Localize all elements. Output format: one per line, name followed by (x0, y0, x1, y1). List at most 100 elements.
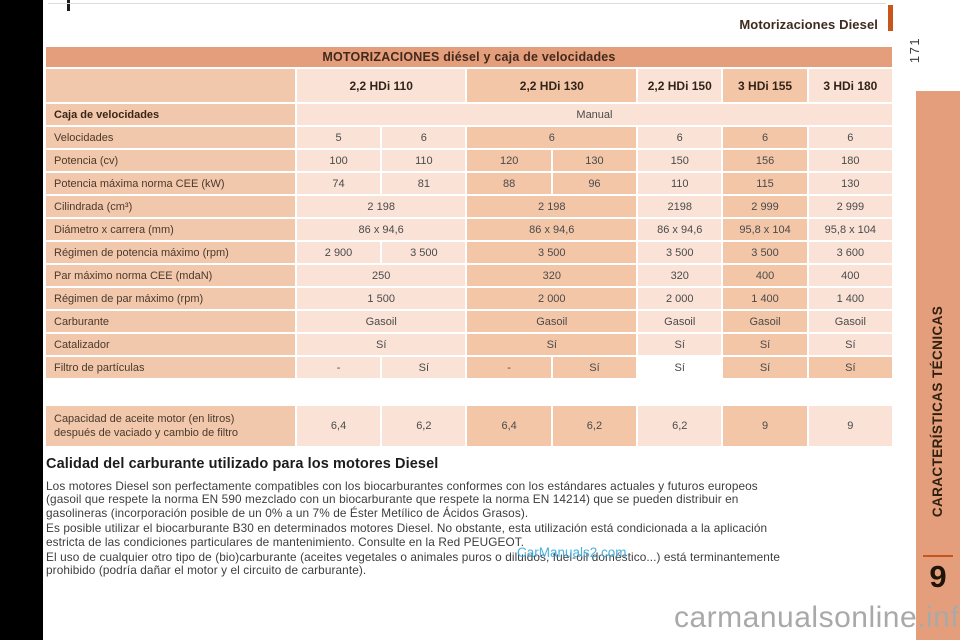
spec-cell: 5 (296, 127, 381, 148)
spec-cell: 1 400 (808, 288, 892, 309)
row-label: Carburante (46, 311, 295, 332)
spec-cell: 9 (808, 406, 892, 446)
spec-row-catalyst: Catalizador Sí Sí Sí Sí Sí (46, 334, 892, 355)
spec-cell: 2 999 (723, 196, 807, 217)
row-label: Régimen de potencia máximo (rpm) (46, 242, 295, 263)
spec-cell: 3 600 (808, 242, 892, 263)
spec-cell: 110 (382, 150, 466, 171)
row-label: Capacidad de aceite motor (en litros) de… (46, 406, 295, 446)
row-label: Régimen de par máximo (rpm) (46, 288, 295, 309)
spec-cell: 2 999 (808, 196, 892, 217)
spec-cell: 86 x 94,6 (467, 219, 637, 240)
paragraph-line: gasolineras (incorporación posible de un… (46, 505, 529, 520)
fuel-quality-heading: Calidad del carburante utilizado para lo… (46, 456, 439, 472)
sidebar-chapter-number: 9 (929, 559, 947, 594)
spec-cell: 81 (382, 173, 466, 194)
header-rule (48, 3, 886, 4)
row-label: Diámetro x carrera (mm) (46, 219, 295, 240)
spec-row-bore-stroke: Diámetro x carrera (mm) 86 x 94,6 86 x 9… (46, 219, 892, 240)
paragraph-line: prohibido (podría dañar el motor y el ci… (46, 563, 367, 578)
row-label-line1: Capacidad de aceite motor (en litros) (54, 413, 235, 425)
spec-row-power-cv: Potencia (cv) 100 110 120 130 150 156 18… (46, 150, 892, 171)
spec-cell: 2 198 (296, 196, 466, 217)
fuel-quality-paragraph: El uso de cualquier otro tipo de (bio)ca… (46, 550, 892, 578)
spec-cell: 95,8 x 104 (808, 219, 892, 240)
row-label: Potencia máxima norma CEE (kW) (46, 173, 295, 194)
spec-cell: 120 (467, 150, 551, 171)
fuel-quality-paragraph: Es posible utilizar el biocarburante B30… (46, 521, 892, 549)
spec-cell: 130 (552, 150, 637, 171)
spec-cell: 156 (723, 150, 807, 171)
spec-cell: Manual (296, 104, 892, 125)
watermark-carmanuals2: CarManuals2.com (517, 545, 627, 560)
column-header: 2,2 HDi 150 (638, 69, 722, 102)
spec-cell: 6,2 (382, 406, 466, 446)
spec-cell: Sí (382, 357, 466, 378)
spec-cell: 3 500 (467, 242, 637, 263)
spec-cell: Sí (808, 334, 892, 355)
spec-cell: 100 (296, 150, 381, 171)
fuel-quality-paragraph: Los motores Diesel son perfectamente com… (46, 479, 892, 520)
spec-cell: 130 (808, 173, 892, 194)
corner-cell (46, 69, 295, 102)
sidebar-divider-line (923, 555, 953, 557)
row-label: Potencia (cv) (46, 150, 295, 171)
spec-cell: Gasoil (296, 311, 466, 332)
column-header-row: 2,2 HDi 110 2,2 HDi 130 2,2 HDi 150 3 HD… (46, 69, 892, 102)
row-label: Cilindrada (cm³) (46, 196, 295, 217)
spec-table-region: MOTORIZACIONES diésel y caja de velocida… (46, 47, 892, 448)
spec-cell: 250 (296, 265, 466, 286)
spec-cell: 95,8 x 104 (723, 219, 807, 240)
paragraph-line: Los motores Diesel son perfectamente com… (46, 479, 758, 493)
row-label: Catalizador (46, 334, 295, 355)
spec-cell: 6 (638, 127, 722, 148)
paragraph-line: (gasoil que respete la norma EN 590 mezc… (46, 492, 739, 507)
spec-cell: - (467, 357, 551, 378)
spec-cell: 86 x 94,6 (638, 219, 722, 240)
spec-cell: 2198 (638, 196, 722, 217)
spec-row-gearbox: Caja de velocidades Manual (46, 104, 892, 125)
watermark-carmanualsonline: carmanualsonline.info (674, 601, 960, 634)
spec-table: 2,2 HDi 110 2,2 HDi 130 2,2 HDi 150 3 HD… (44, 67, 894, 380)
oil-capacity-table: Capacidad de aceite motor (en litros) de… (44, 404, 894, 448)
spec-cell: Sí (723, 334, 807, 355)
spec-cell: 3 500 (638, 242, 722, 263)
spec-cell: Gasoil (638, 311, 722, 332)
row-label: Filtro de partículas (46, 357, 295, 378)
header-accent-bar (888, 5, 893, 31)
column-header: 3 HDi 155 (723, 69, 807, 102)
spec-row-displacement: Cilindrada (cm³) 2 198 2 198 2198 2 999 … (46, 196, 892, 217)
spec-cell: 6,2 (552, 406, 637, 446)
page-number: 171 (907, 36, 922, 64)
spec-cell: 6 (382, 127, 466, 148)
spec-cell: 110 (638, 173, 722, 194)
spec-row-oil-capacity: Capacidad de aceite motor (en litros) de… (46, 406, 892, 446)
spec-cell: Sí (552, 357, 637, 378)
spec-cell: 6 (808, 127, 892, 148)
spec-cell: 96 (552, 173, 637, 194)
spec-cell: 2 000 (467, 288, 637, 309)
spec-cell: 1 500 (296, 288, 466, 309)
spec-cell: 180 (808, 150, 892, 171)
spec-cell: 74 (296, 173, 381, 194)
sidebar-tab: CARACTERÍSTICAS TÉCNICAS 9 (916, 91, 960, 640)
spec-row-max-torque: Par máximo norma CEE (mdaN) 250 320 320 … (46, 265, 892, 286)
spec-cell: 320 (638, 265, 722, 286)
spec-cell: Sí (638, 357, 722, 378)
spec-row-max-power-rpm: Régimen de potencia máximo (rpm) 2 900 3… (46, 242, 892, 263)
spec-cell: 400 (808, 265, 892, 286)
spec-cell: 86 x 94,6 (296, 219, 466, 240)
paragraph-line: Es posible utilizar el biocarburante B30… (46, 521, 768, 536)
paragraph-line: El uso de cualquier otro tipo de (bio)ca… (46, 550, 780, 565)
spec-cell: 2 900 (296, 242, 381, 263)
sidebar-chapter-label: CARACTERÍSTICAS TÉCNICAS (930, 305, 946, 517)
row-label: Velocidades (46, 127, 295, 148)
spec-cell: 2 000 (638, 288, 722, 309)
spec-cell: 2 198 (467, 196, 637, 217)
spec-table-title: MOTORIZACIONES diésel y caja de velocida… (46, 47, 892, 67)
spec-cell: 9 (723, 406, 807, 446)
spec-row-power-kw: Potencia máxima norma CEE (kW) 74 81 88 … (46, 173, 892, 194)
row-label: Caja de velocidades (46, 104, 295, 125)
spec-cell: Sí (638, 334, 722, 355)
column-header: 2,2 HDi 110 (296, 69, 466, 102)
